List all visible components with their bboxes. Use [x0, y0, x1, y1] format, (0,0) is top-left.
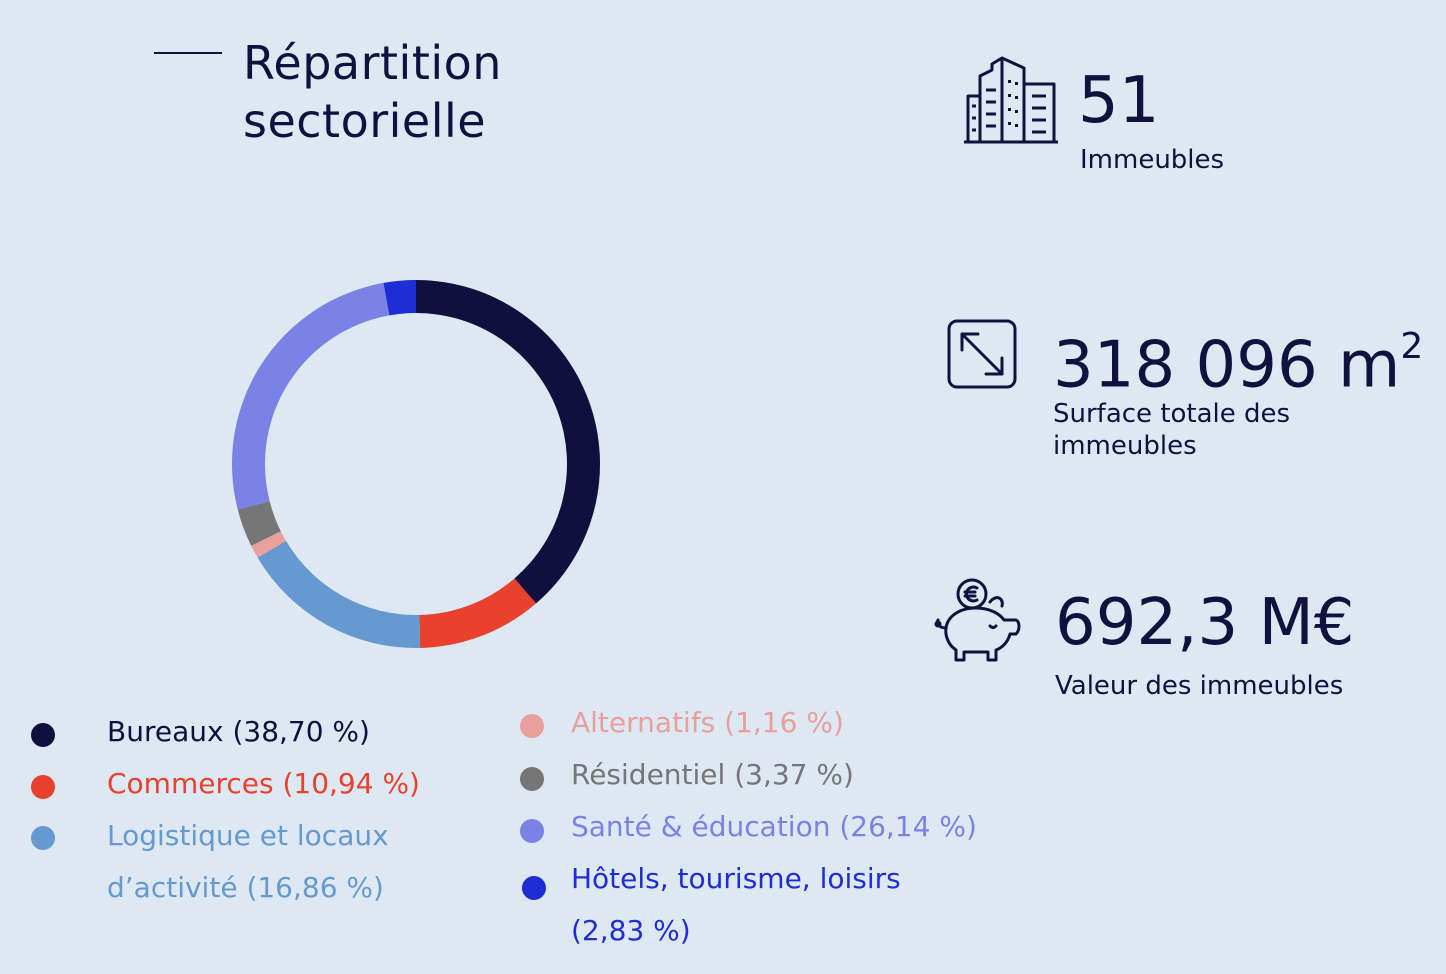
title-line-2: sectorielle [243, 94, 487, 148]
resize-arrow-icon [947, 319, 1017, 389]
valuation-value: 692,3 M€ [1055, 586, 1355, 660]
legend-dot-alternatifs [520, 714, 544, 738]
valuation-label: Valeur des immeubles [1055, 671, 1344, 701]
sector-donut-chart [232, 280, 600, 648]
donut-slice-logistique-et-locaux-d-activite [257, 540, 421, 648]
donut-slice-commerces [419, 578, 536, 648]
donut-slice-alternatifs [251, 531, 287, 558]
donut-slice-hotels-tourisme-loisirs [383, 280, 416, 316]
surface-label-line1: Surface totale des [1053, 399, 1291, 429]
legend-dot-sante [520, 819, 544, 843]
buildings-label: Immeubles [1080, 145, 1225, 175]
title-line-1: Répartition [243, 36, 502, 90]
donut-slice-residentiel [237, 501, 281, 546]
legend-label-alternatifs: Alternatifs (1,16 %) [571, 706, 844, 739]
legend-label-commerces: Commerces (10,94 %) [107, 767, 420, 800]
surface-unit-exponent: 2 [1400, 326, 1424, 367]
legend-label-logistique-line1: Logistique et locaux [107, 819, 389, 852]
surface-value-number: 318 096 m [1053, 328, 1401, 403]
legend-label-residentiel: Résidentiel (3,37 %) [571, 758, 854, 791]
legend-dot-bureaux [31, 723, 55, 747]
legend-dot-logistique [31, 826, 55, 850]
legend-dot-hotels [522, 876, 546, 900]
legend-label-sante: Santé & éducation (26,14 %) [571, 810, 977, 843]
buildings-count: 51 [1078, 64, 1160, 138]
surface-label: Surface totale des immeubles [1053, 398, 1290, 462]
surface-label-line2: immeubles [1053, 431, 1197, 461]
donut-slice-bureaux [416, 280, 600, 604]
title-rule [154, 52, 222, 54]
legend-label-bureaux: Bureaux (38,70 %) [107, 715, 370, 748]
page-title: Répartition sectorielle [243, 34, 502, 150]
legend-label-logistique: Logistique et locaux d’activité (16,86 %… [107, 810, 389, 914]
legend-label-hotels: Hôtels, tourisme, loisirs (2,83 %) [571, 853, 901, 957]
legend-label-hotels-line2: (2,83 %) [571, 914, 691, 947]
legend-dot-residentiel [520, 767, 544, 791]
piggy-bank-euro-icon [934, 578, 1021, 662]
legend-label-hotels-line1: Hôtels, tourisme, loisirs [571, 862, 901, 895]
legend-label-logistique-line2: d’activité (16,86 %) [107, 871, 384, 904]
buildings-icon [964, 56, 1058, 144]
surface-value: 318 096 m2 [1053, 318, 1423, 400]
donut-slice-sante-education [232, 282, 390, 510]
legend-dot-commerces [31, 775, 55, 799]
